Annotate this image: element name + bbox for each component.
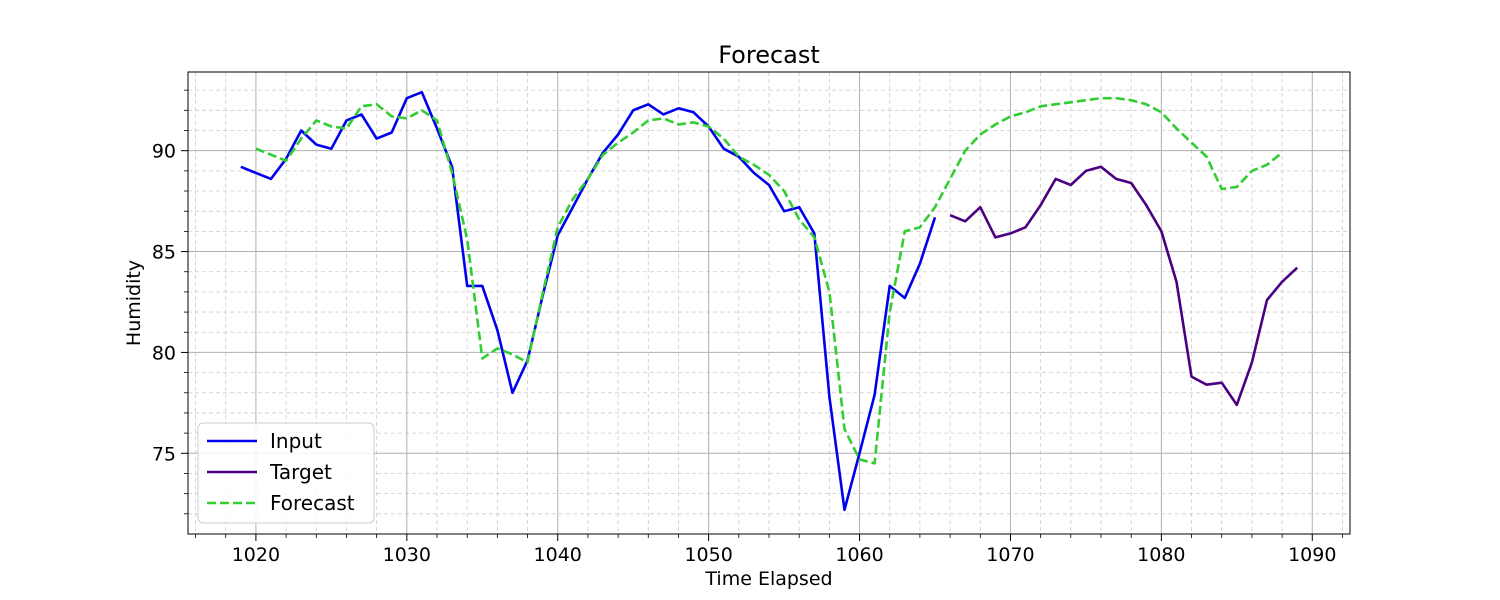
x-tick-label: 1080	[1137, 544, 1185, 566]
x-tick-label: 1030	[383, 544, 431, 566]
legend-label-forecast: Forecast	[270, 491, 355, 515]
legend-label-input: Input	[270, 429, 322, 453]
grid	[188, 72, 1350, 534]
y-tick-label: 75	[152, 443, 176, 465]
legend-label-target: Target	[269, 460, 332, 484]
x-tick-label: 1040	[534, 544, 582, 566]
x-tick-label: 1070	[986, 544, 1034, 566]
x-axis-label: Time Elapsed	[704, 568, 832, 590]
series-line-target	[949, 165, 1299, 407]
x-tick-label: 1020	[232, 544, 280, 566]
y-tick-label: 90	[152, 141, 176, 163]
x-tick-label: 1050	[684, 544, 732, 566]
y-axis-label: Humidity	[123, 260, 145, 346]
y-tick-label: 80	[152, 342, 176, 364]
x-tick-label: 1090	[1288, 544, 1336, 566]
legend-box	[197, 422, 375, 524]
x-tick-label: 1060	[835, 544, 883, 566]
axis-ticks: 1020 1030 1040 1050 1060 1070 1080 1090 75 80 85 90	[152, 89, 1343, 566]
series-line-forecast	[255, 96, 1283, 465]
series-layer	[240, 90, 1299, 512]
chart-title: Forecast	[718, 41, 820, 69]
y-tick-label: 85	[152, 242, 176, 264]
legend: Input Target Forecast	[197, 422, 375, 524]
